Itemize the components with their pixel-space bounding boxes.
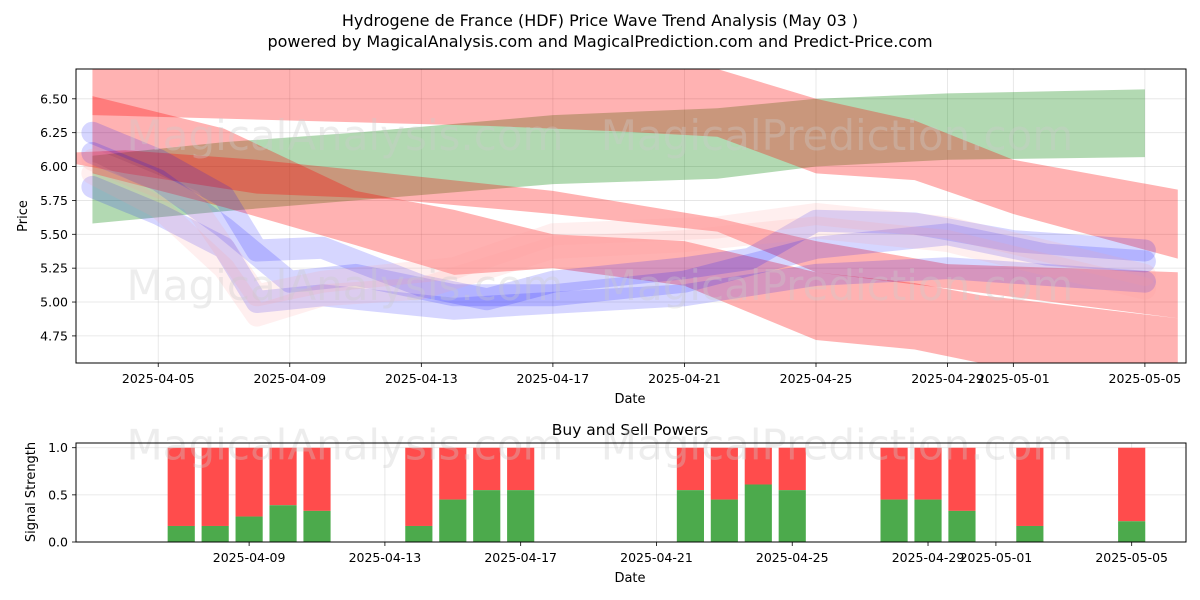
buy-power-bar: [1118, 521, 1146, 542]
buy-power-bar: [167, 525, 195, 542]
price-x-tick-label: 2025-04-21: [648, 371, 721, 386]
price-x-tick-label: 2025-04-29: [911, 371, 984, 386]
sell-power-bar: [439, 447, 467, 500]
sell-power-bar: [1016, 447, 1044, 526]
signal-y-tick-label: 1.0: [48, 440, 68, 455]
blue-wave-line: [81, 175, 1156, 320]
sell-power-bar: [778, 447, 806, 491]
signal-x-tick-label: 2025-04-13: [349, 550, 422, 565]
red-trend-band: [92, 69, 1178, 259]
buy-power-bar: [303, 510, 331, 542]
buy-power-bar: [914, 499, 942, 542]
buy-power-bar: [948, 510, 976, 542]
price-y-tick-label: 5.50: [40, 227, 68, 242]
sell-power-bar: [235, 447, 263, 517]
buy-power-bar: [201, 525, 229, 542]
buy-power-bar: [405, 525, 433, 542]
price-y-label: Price: [16, 200, 31, 232]
price-y-tick-label: 5.75: [40, 193, 68, 208]
sell-power-bar: [880, 447, 908, 500]
sell-power-bar: [167, 447, 195, 526]
price-x-label: Date: [614, 392, 645, 407]
watermark-text: MagicalAnalysis.com: [127, 111, 564, 160]
sell-power-bar: [948, 447, 976, 511]
price-panel: 2025-04-05 2025-04-09 2025-04-13 2025-04-17…: [40, 69, 1186, 386]
price-plot-area: [76, 69, 1178, 363]
sell-power-bar: [507, 447, 535, 491]
blue-wave-line: [81, 121, 1156, 311]
sell-power-bar: [269, 447, 297, 506]
buy-power-bar: [507, 490, 535, 542]
sell-power-bar: [1118, 447, 1146, 522]
sell-power-bar: [303, 447, 331, 511]
red-trend-band: [76, 150, 1178, 319]
signal-y-label: Signal Strength: [24, 442, 39, 542]
watermark-text: MagicalAnalysis.com: [127, 421, 564, 470]
buy-power-bar: [880, 499, 908, 542]
watermark-text: MagicalPrediction.com: [601, 421, 1074, 470]
price-x-tick-label: 2025-04-05: [122, 371, 195, 386]
signal-x-tick-label: 2025-04-25: [756, 550, 829, 565]
price-y-tick-label: 6.25: [40, 125, 68, 140]
signal-panel: 2025-04-09 2025-04-13 2025-04-17 2025-04-21…: [48, 421, 1186, 565]
price-x-tick-label: 2025-05-01: [977, 371, 1050, 386]
signal-x-tick-label: 2025-04-09: [213, 550, 286, 565]
buy-power-bar: [744, 484, 772, 542]
signal-x-tick-label: 2025-04-17: [484, 550, 557, 565]
price-y-tick-label: 5.25: [40, 261, 68, 276]
signal-x-tick-label: 2025-05-05: [1095, 550, 1168, 565]
sell-power-bar: [201, 447, 229, 526]
green-trend-band: [92, 89, 1145, 224]
signal-x-label: Date: [614, 571, 645, 586]
buy-power-bar: [676, 490, 704, 542]
signal-panel-frame: [75, 442, 1187, 543]
buy-power-bar: [1016, 525, 1044, 542]
price-y-tick-label: 5.00: [40, 295, 68, 310]
buy-power-bar: [473, 490, 501, 542]
price-x-tick-label: 2025-04-25: [780, 371, 853, 386]
buy-power-bar: [269, 505, 297, 542]
sell-power-bar: [914, 447, 942, 500]
price-x-tick-label: 2025-04-13: [385, 371, 458, 386]
sell-power-bar: [676, 447, 704, 491]
sell-power-bar: [744, 447, 772, 485]
price-x-tick-label: 2025-05-05: [1109, 371, 1182, 386]
buy-power-bar: [439, 499, 467, 542]
sell-power-bar: [405, 447, 433, 526]
red-trend-band: [92, 96, 1178, 363]
signal-x-tick-label: 2025-05-01: [960, 550, 1033, 565]
signal-x-tick-label: 2025-04-29: [892, 550, 965, 565]
pink-wave-line: [81, 148, 1156, 307]
price-panel-frame: [75, 68, 1187, 364]
pink-wave-line: [81, 162, 1156, 327]
signal-y-tick-label: 0.5: [48, 487, 68, 502]
buy-power-bar: [710, 499, 738, 542]
signal-title: Buy and Sell Powers: [552, 421, 709, 439]
signal-x-tick-label: 2025-04-21: [620, 550, 693, 565]
buy-power-bar: [778, 490, 806, 542]
chart-title: Hydrogene de France (HDF) Price Wave Tre…: [342, 11, 858, 30]
sell-power-bar: [473, 447, 501, 491]
signal-y-tick-label: 0.0: [48, 535, 68, 550]
blue-wave-line: [81, 142, 1156, 307]
chart-subtitle: powered by MagicalAnalysis.com and Magic…: [267, 32, 932, 51]
watermark-text: MagicalPrediction.com: [601, 111, 1074, 160]
sell-power-bar: [710, 447, 738, 500]
price-x-tick-label: 2025-04-09: [253, 371, 326, 386]
price-y-tick-label: 6.50: [40, 91, 68, 106]
price-x-tick-label: 2025-04-17: [517, 371, 590, 386]
price-y-tick-label: 4.75: [40, 328, 68, 343]
watermark-text: MagicalPrediction.com: [601, 261, 1074, 310]
watermark-text: MagicalAnalysis.com: [127, 261, 564, 310]
price-y-tick-label: 6.00: [40, 159, 68, 174]
buy-power-bar: [235, 516, 263, 542]
